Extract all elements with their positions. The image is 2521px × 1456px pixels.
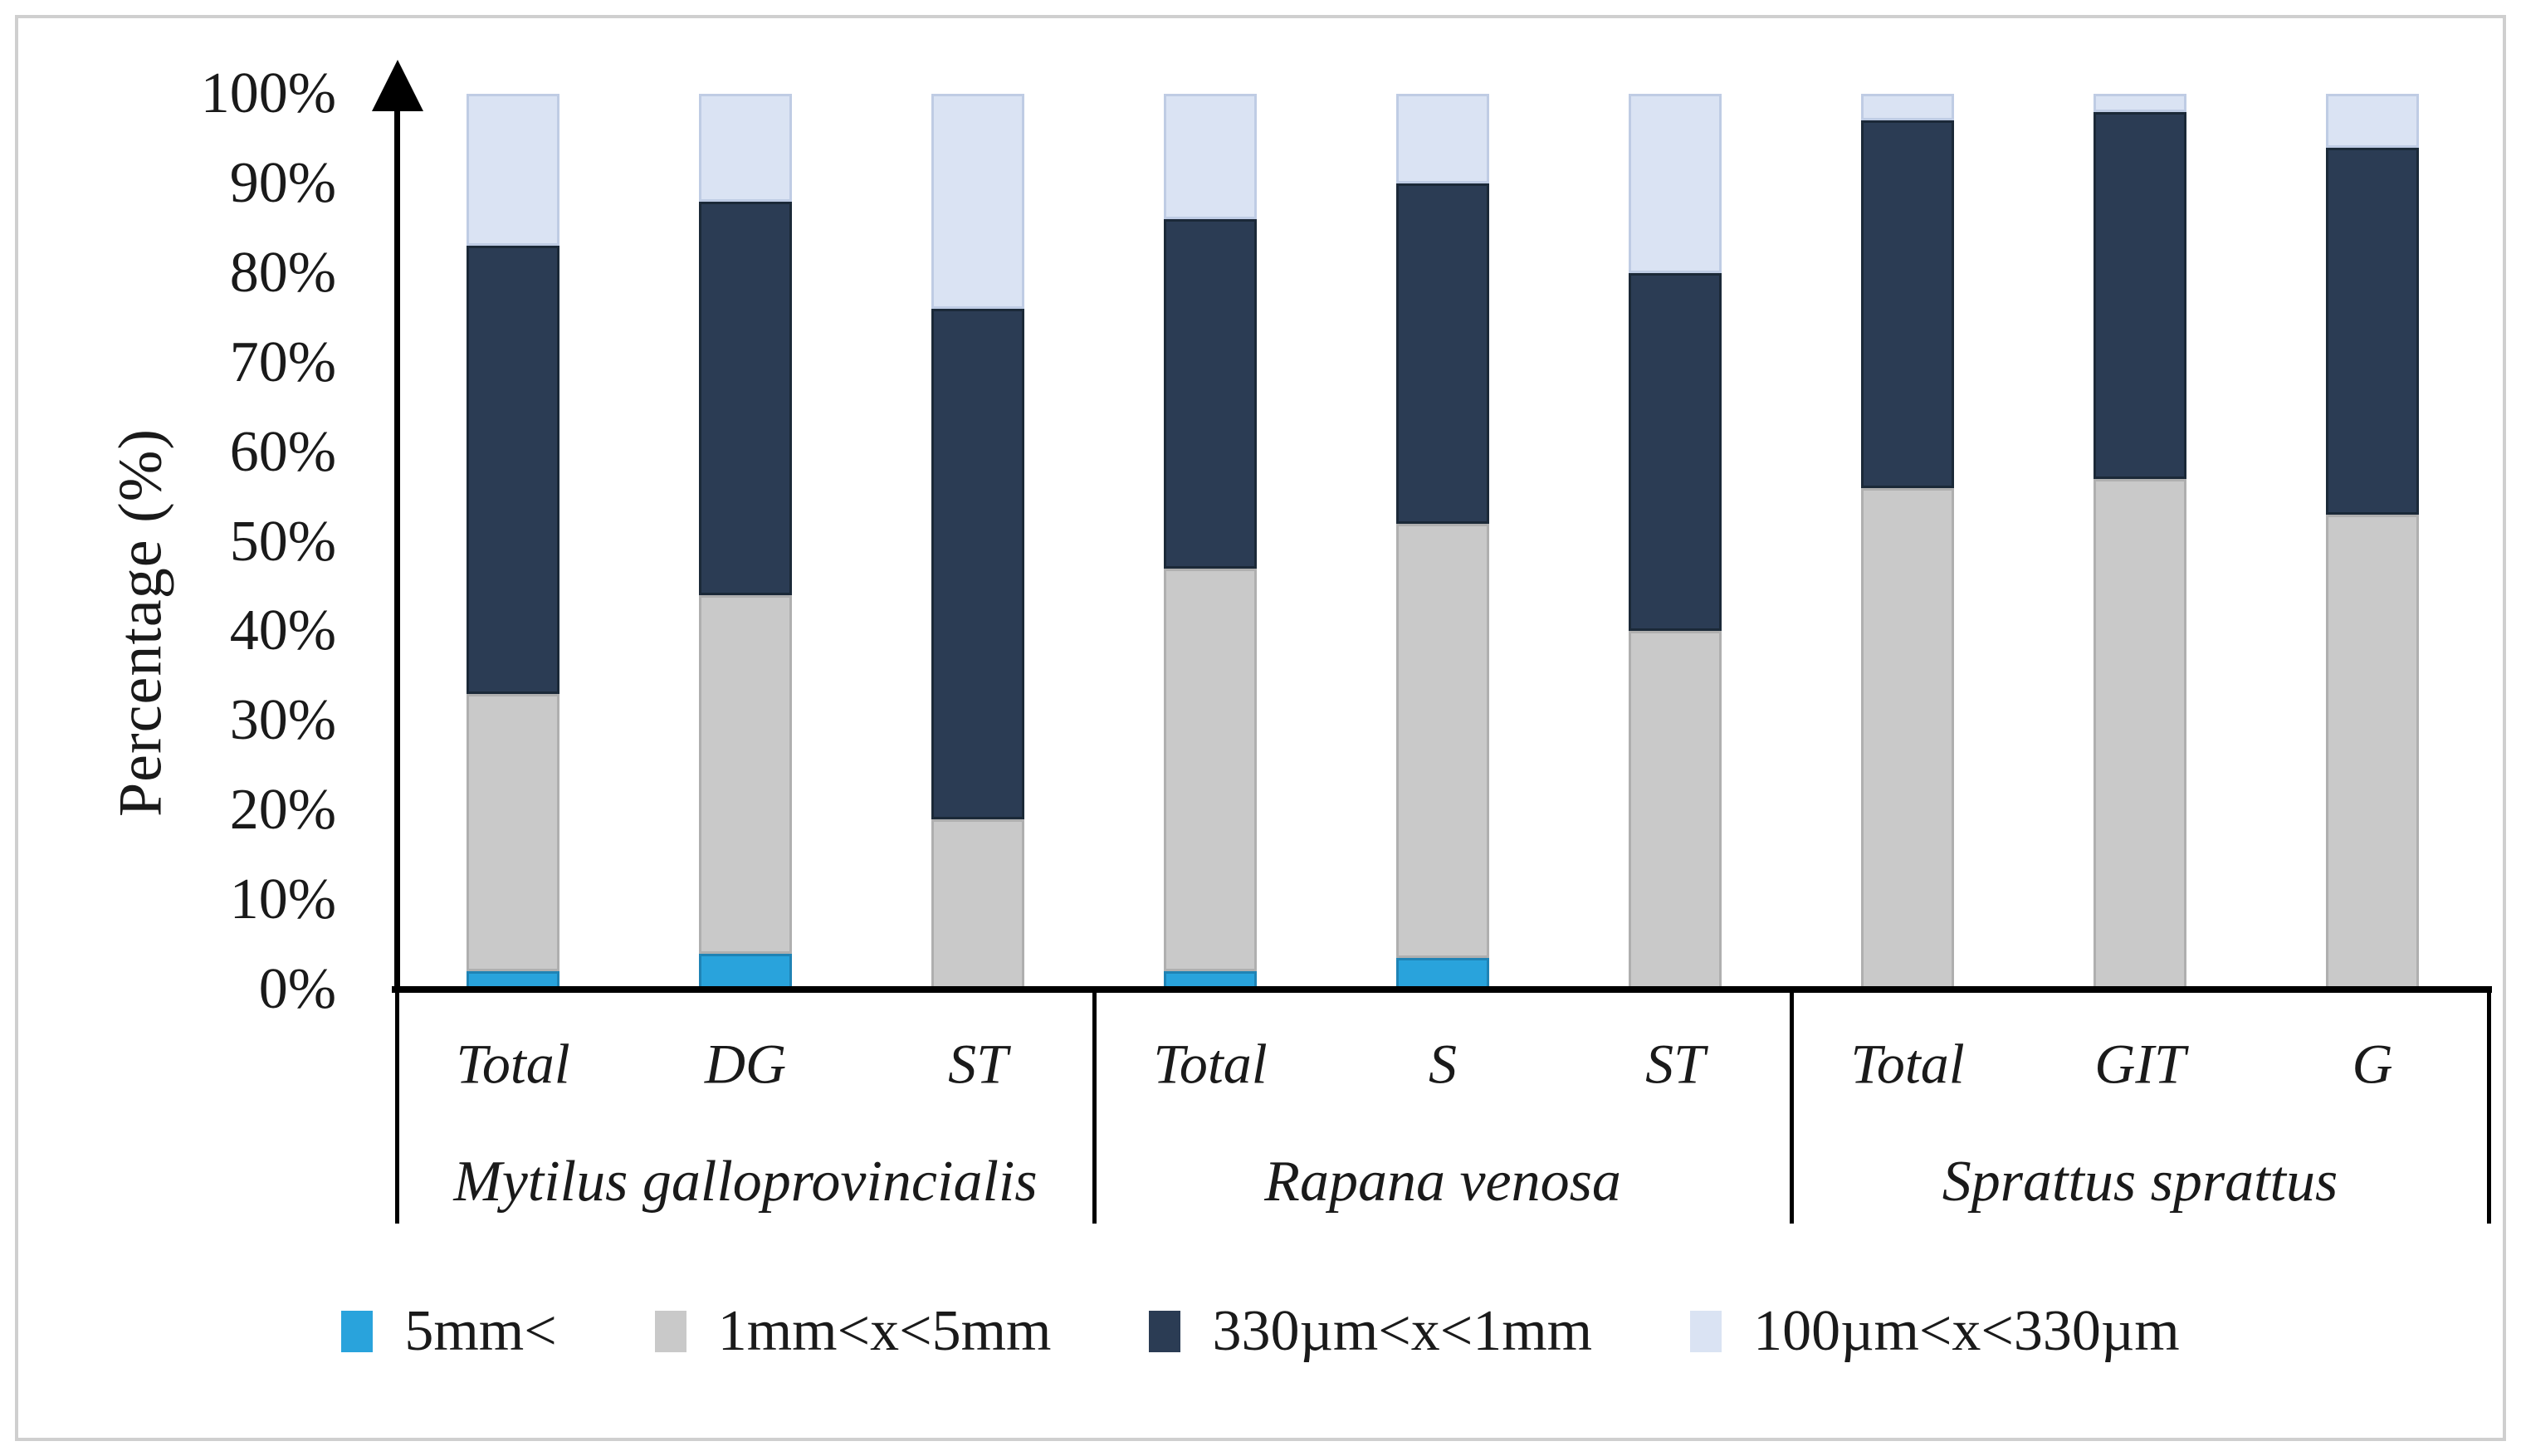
bar-segment-series-3 (467, 246, 559, 694)
bar-segment-series-3 (1629, 272, 1722, 632)
bar-segment-series-2 (2094, 478, 2186, 989)
bar-segment-series-2 (931, 819, 1024, 989)
category-label-dg: DG (704, 1032, 787, 1096)
y-tick-label: 40% (229, 599, 336, 663)
bar-segment-series-2 (1861, 487, 1954, 989)
bar-segment-series-1 (1396, 958, 1489, 989)
figure-border (15, 15, 2506, 1441)
stacked-bar-sprattus-total (1861, 94, 1954, 989)
bar-segment-series-3 (699, 201, 792, 596)
y-axis-arrow-icon (372, 60, 423, 111)
stacked-bar-sprattus-g (2326, 94, 2419, 989)
y-tick-label: 100% (200, 61, 336, 125)
bar-segment-series-4 (931, 94, 1024, 309)
category-group-separator-line (2486, 993, 2491, 1224)
legend-item-2: 1mm<x<5mm (654, 1298, 1052, 1365)
category-label-git: GIT (2094, 1032, 2186, 1096)
category-group-separator-line (394, 993, 399, 1224)
stacked-bar-rapana-total (1164, 94, 1257, 989)
bar-segment-series-4 (1164, 94, 1257, 220)
species-group-label: Rapana venosa (1264, 1150, 1621, 1214)
y-tick-label: 10% (229, 867, 336, 932)
bar-segment-series-2 (1164, 568, 1257, 972)
category-label-total: Total (1153, 1032, 1268, 1096)
category-label-total: Total (456, 1032, 570, 1096)
bar-segment-series-3 (1861, 120, 1954, 488)
stacked-bar-sprattus-git (2094, 94, 2186, 989)
category-group-separator-line (1092, 993, 1097, 1224)
bar-segment-series-2 (1396, 523, 1489, 959)
bar-segment-series-4 (2094, 94, 2186, 112)
legend-swatch-icon (341, 1311, 374, 1352)
species-group-label: Mytilus galloprovincialis (453, 1150, 1038, 1214)
plot-area (397, 94, 2489, 989)
stacked-bar-mytilus-dg (699, 94, 792, 989)
y-tick-label: 60% (229, 419, 336, 484)
category-label-st: ST (948, 1032, 1008, 1096)
bar-segment-series-3 (1396, 183, 1489, 524)
bar-segment-series-3 (2094, 111, 2186, 479)
bar-segment-series-1 (699, 953, 792, 989)
y-tick-label: 50% (229, 509, 336, 574)
bar-segment-series-2 (467, 693, 559, 972)
bar-segment-series-4 (1396, 94, 1489, 183)
bar-segment-series-4 (699, 94, 792, 202)
legend-swatch-icon (1149, 1311, 1181, 1352)
legend-item-4: 100µm<x<330µm (1690, 1298, 2180, 1365)
bar-segment-series-3 (931, 308, 1024, 819)
stacked-bar-mytilus-total (467, 94, 559, 989)
y-axis-tick-labels: 100% 90% 80% 70% 60% 50% 40% 30% 20% 10% 0% (0, 0, 336, 1456)
legend-label: 100µm<x<330µm (1753, 1299, 2180, 1363)
legend-item-1: 5mm< (341, 1298, 557, 1365)
category-label-s: S (1429, 1032, 1457, 1096)
bar-segment-series-4 (1861, 94, 1954, 121)
y-tick-label: 20% (229, 778, 336, 843)
bar-segment-series-3 (2326, 147, 2419, 515)
bar-segment-series-2 (699, 595, 792, 954)
legend: 5mm< 1mm<x<5mm 330µm<x<1mm 100µm<x<330µm (0, 1292, 2521, 1371)
legend-swatch-icon (1690, 1311, 1722, 1352)
y-tick-label: 70% (229, 330, 336, 394)
x-axis-line (392, 986, 2492, 993)
bar-segment-series-4 (1629, 94, 1722, 273)
category-label-total: Total (1850, 1032, 1965, 1096)
category-group-separator-line (1789, 993, 1794, 1224)
stacked-bar-rapana-s (1396, 94, 1489, 989)
stacked-bar-rapana-st (1629, 94, 1722, 989)
stacked-bar-mytilus-st (931, 94, 1024, 989)
bar-segment-series-4 (467, 94, 559, 247)
legend-swatch-icon (654, 1311, 686, 1352)
category-label-g: G (2352, 1032, 2393, 1096)
legend-item-3: 330µm<x<1mm (1149, 1298, 1592, 1365)
bar-segment-series-2 (1629, 631, 1722, 989)
y-tick-label: 30% (229, 688, 336, 753)
legend-label: 330µm<x<1mm (1212, 1299, 1593, 1363)
y-tick-label: 0% (258, 957, 336, 1021)
bar-segment-series-4 (2326, 94, 2419, 148)
y-tick-label: 80% (229, 240, 336, 305)
bar-segment-series-3 (1164, 219, 1257, 569)
category-label-st: ST (1645, 1032, 1705, 1096)
legend-label: 5mm< (404, 1299, 557, 1363)
legend-label: 1mm<x<5mm (717, 1299, 1052, 1363)
y-tick-label: 90% (229, 150, 336, 215)
bar-segment-series-2 (2326, 515, 2419, 989)
y-axis-line (394, 106, 400, 989)
species-group-label: Sprattus sprattus (1942, 1150, 2338, 1214)
